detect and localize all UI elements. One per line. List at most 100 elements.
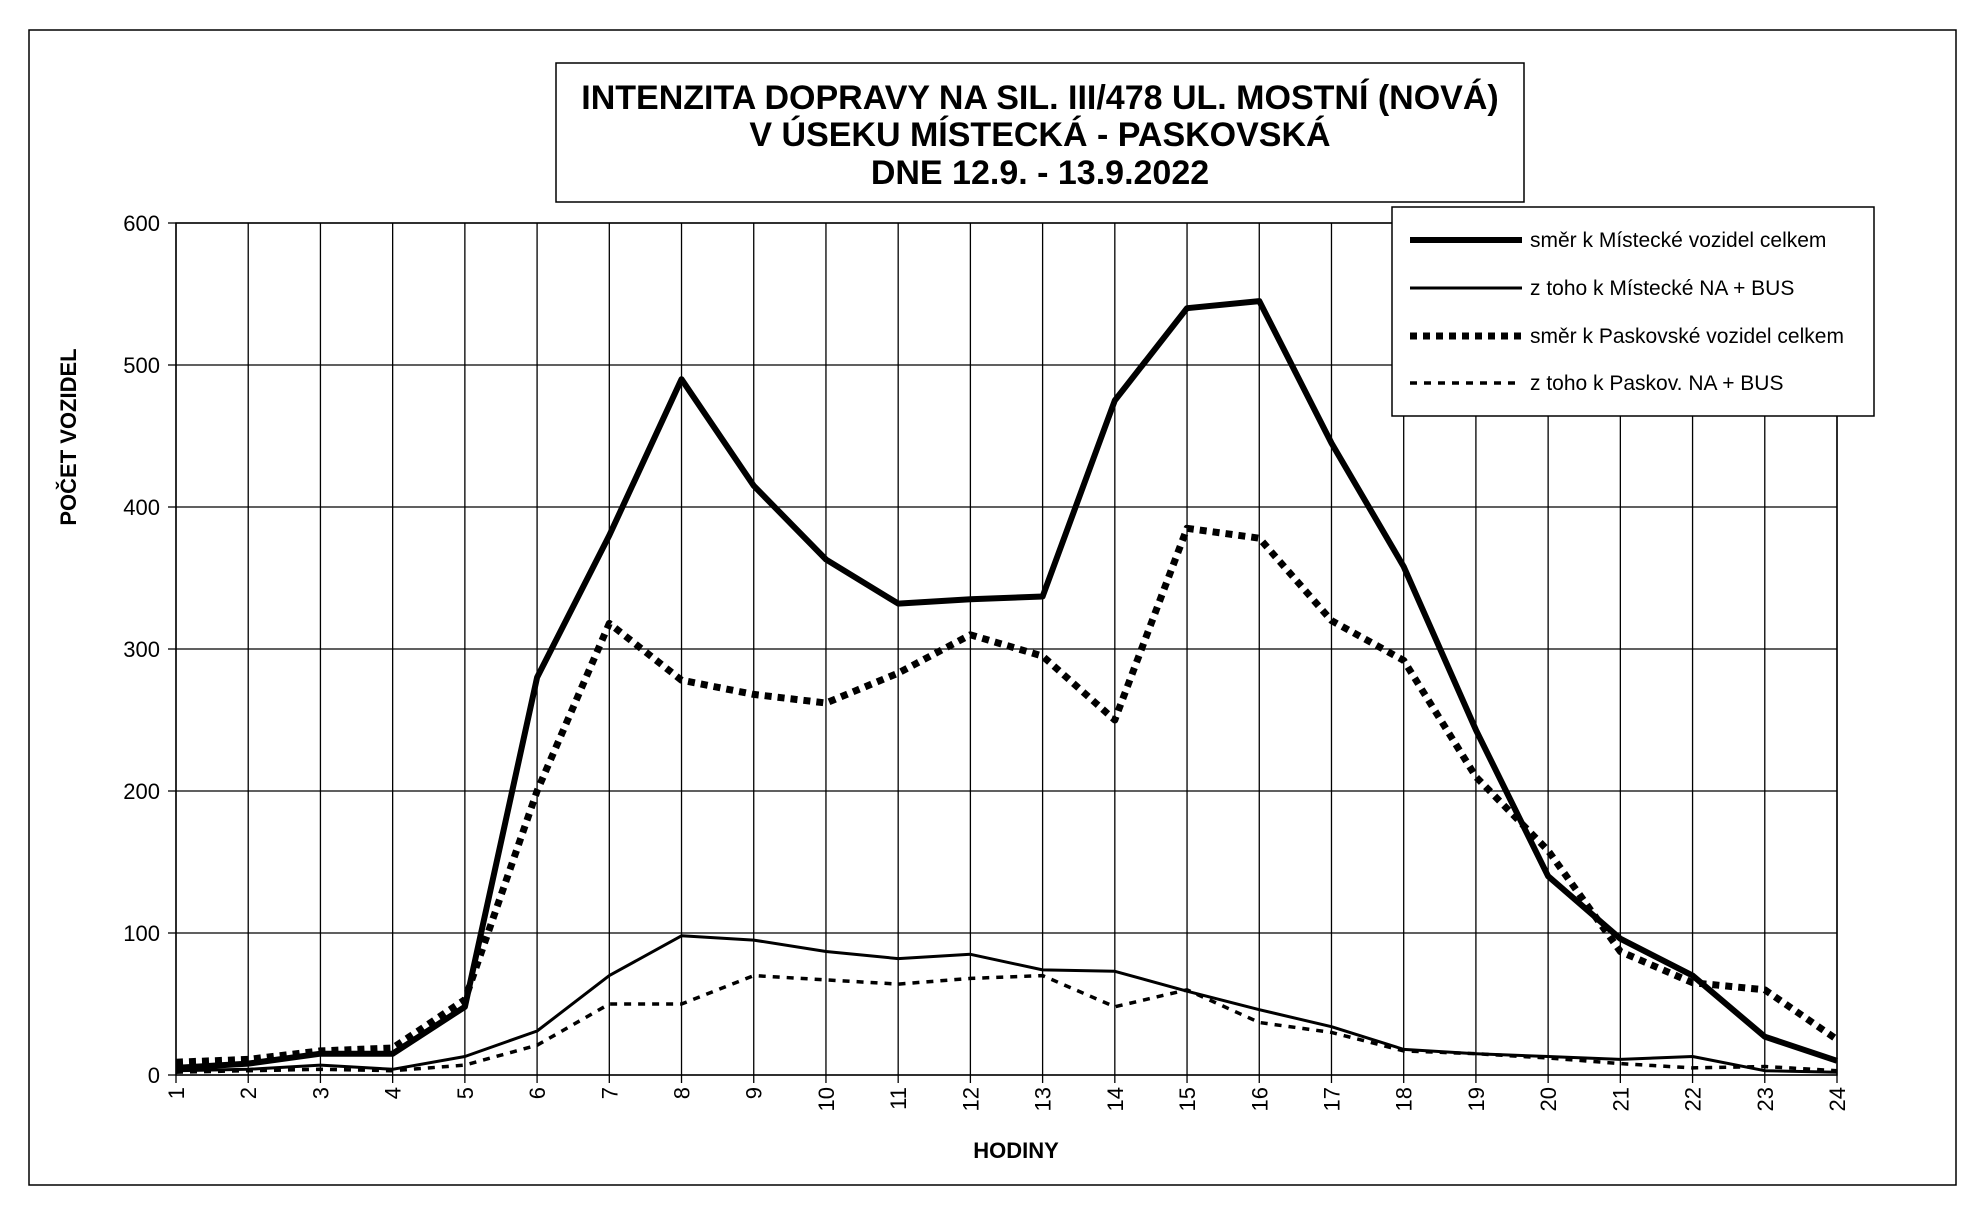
x-tick-label: 12 — [958, 1087, 983, 1111]
series-1-point — [607, 533, 611, 537]
x-tick-label: 1 — [164, 1087, 189, 1099]
series-4-point — [463, 1063, 467, 1067]
series-1-point — [1185, 306, 1189, 310]
x-tick-label: 24 — [1825, 1087, 1850, 1111]
series-4-point — [1329, 1030, 1333, 1034]
series-1-point — [1546, 874, 1550, 878]
series-4-point — [1474, 1052, 1478, 1056]
series-1-point — [752, 484, 756, 488]
series-2-point — [824, 949, 828, 953]
y-tick-label: 0 — [148, 1063, 160, 1088]
x-tick-label: 17 — [1319, 1087, 1344, 1111]
legend-label-2: z toho k Místecké NA + BUS — [1530, 277, 1794, 300]
series-3-point — [463, 998, 467, 1002]
series-2-point — [607, 974, 611, 978]
series-1-point — [896, 602, 900, 606]
series-4-point — [607, 1002, 611, 1006]
series-3-point — [391, 1046, 395, 1050]
series-2-point — [1691, 1055, 1695, 1059]
series-3-point — [174, 1060, 178, 1064]
series-3-point — [824, 701, 828, 705]
outer-frame — [28, 29, 1957, 1186]
x-tick-label: 11 — [886, 1087, 911, 1110]
series-4-point — [1041, 974, 1045, 978]
series-3-point — [1329, 619, 1333, 623]
series-2-point — [1041, 968, 1045, 972]
x-tick-label: 13 — [1031, 1087, 1056, 1111]
series-3-point — [535, 789, 539, 793]
x-axis-ticks: 1 2 3 4 5 6 7 8 9 10 11 12 13 14 15 16 17 18 19 20 21 22 23 24 — [164, 1075, 1850, 1111]
legend-label-4: z toho k Paskov. NA + BUS — [1530, 372, 1783, 395]
x-tick-label: 15 — [1175, 1087, 1200, 1111]
x-tick-label: 20 — [1536, 1087, 1561, 1111]
x-tick-label: 6 — [525, 1087, 550, 1099]
x-tick-label: 16 — [1247, 1087, 1272, 1111]
series-4-point — [752, 974, 756, 978]
series-4-point — [535, 1043, 539, 1047]
x-tick-label: 23 — [1753, 1087, 1778, 1111]
y-tick-label: 400 — [123, 495, 160, 520]
chart-title-line-1: INTENZITA DOPRAVY NA SIL. III/478 UL. MO… — [581, 79, 1498, 117]
series-4-point — [391, 1069, 395, 1073]
series-1-point — [680, 377, 684, 381]
series-4-point — [1691, 1066, 1695, 1070]
x-tick-label: 18 — [1392, 1087, 1417, 1111]
x-tick-label: 10 — [814, 1087, 839, 1111]
series-line-1 — [175, 298, 1838, 1071]
x-tick-label: 3 — [308, 1087, 333, 1099]
series-line-2 — [175, 934, 1838, 1074]
series-3-point — [318, 1049, 322, 1053]
series-4-point — [1835, 1069, 1839, 1073]
y-tick-label: 500 — [123, 353, 160, 378]
x-axis-title: HODINY — [973, 1138, 1059, 1163]
series-layer — [174, 298, 1839, 1074]
series-2-point — [1113, 969, 1117, 973]
series-4-point — [246, 1069, 250, 1073]
series-3-point — [680, 678, 684, 682]
series-1-point — [463, 1005, 467, 1009]
series-2-point — [535, 1029, 539, 1033]
series-3-point — [607, 621, 611, 625]
series-3-point — [1763, 988, 1767, 992]
series-2-point — [680, 934, 684, 938]
series-3-point — [752, 692, 756, 696]
series-1-point — [1329, 441, 1333, 445]
series-2-point — [1257, 1008, 1261, 1012]
series-4-point — [1763, 1064, 1767, 1068]
series-1-point — [1402, 565, 1406, 569]
chart-title-line-3: DNE 12.9. - 13.9.2022 — [871, 154, 1209, 192]
series-3-point — [968, 633, 972, 637]
legend-label-3: směr k Paskovské vozidel celkem — [1530, 325, 1844, 348]
x-tick-label: 2 — [236, 1087, 261, 1099]
series-1-point — [1691, 974, 1695, 978]
series-4-point — [896, 982, 900, 986]
legend-label-1: směr k Místecké vozidel celkem — [1530, 229, 1826, 252]
series-4-point — [1113, 1005, 1117, 1009]
series-4-point — [1402, 1049, 1406, 1053]
x-tick-label: 14 — [1103, 1087, 1128, 1111]
y-axis-title: POČET VOZIDEL — [56, 348, 81, 525]
series-4-point — [1618, 1062, 1622, 1066]
chart-title-line-2: V ÚSEKU MÍSTECKÁ - PASKOVSKÁ — [749, 116, 1330, 154]
x-tick-label: 4 — [381, 1087, 406, 1099]
series-3-point — [1546, 849, 1550, 853]
series-2-point — [896, 957, 900, 961]
series-2-point — [1618, 1057, 1622, 1061]
series-3-point — [1113, 718, 1117, 722]
x-tick-label: 8 — [670, 1087, 695, 1099]
series-line-3 — [175, 524, 1839, 1066]
x-tick-label: 19 — [1464, 1087, 1489, 1111]
series-3-point — [1402, 658, 1406, 662]
series-4-point — [1257, 1020, 1261, 1024]
y-axis-ticks: 0 100 200 300 400 500 600 — [123, 211, 176, 1088]
series-2-point — [752, 938, 756, 942]
x-tick-label: 9 — [742, 1087, 767, 1099]
y-tick-label: 600 — [123, 211, 160, 236]
series-1-point — [1113, 399, 1117, 403]
series-4-point — [824, 978, 828, 982]
series-1-point — [968, 597, 972, 601]
series-2-point — [463, 1055, 467, 1059]
series-1-point — [1257, 299, 1261, 303]
series-3-point — [1257, 536, 1261, 540]
